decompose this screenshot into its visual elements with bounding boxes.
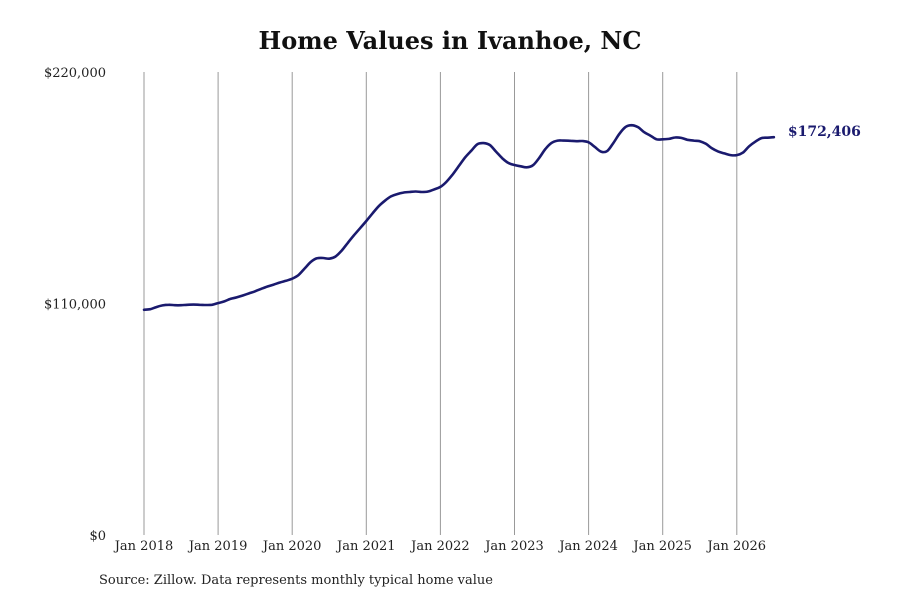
end-value-label: $172,406 (788, 124, 861, 140)
y-tick-label: $220,000 (44, 66, 106, 81)
chart-title: Home Values in Ivanhoe, NC (258, 26, 642, 55)
y-axis-labels: $0 $110,000 $220,000 (44, 66, 106, 544)
x-tick-label: Jan 2026 (706, 539, 767, 554)
x-tick-label: Jan 2018 (113, 539, 174, 554)
y-tick-label: $110,000 (44, 298, 106, 313)
x-tick-label: Jan 2024 (557, 539, 618, 554)
x-tick-label: Jan 2023 (483, 539, 544, 554)
gridlines (143, 72, 738, 535)
x-tick-label: Jan 2025 (631, 539, 692, 554)
x-tick-label: Jan 2021 (335, 539, 396, 554)
x-tick-label: Jan 2019 (187, 539, 248, 554)
x-tick-label: Jan 2020 (261, 539, 322, 554)
y-tick-label: $0 (89, 529, 106, 544)
x-tick-label: Jan 2022 (409, 539, 470, 554)
series-line (142, 123, 776, 312)
x-axis-labels: Jan 2018 Jan 2019 Jan 2020 Jan 2021 Jan 2022… (113, 539, 766, 554)
source-note: Source: Zillow. Data represents monthly … (99, 573, 493, 588)
